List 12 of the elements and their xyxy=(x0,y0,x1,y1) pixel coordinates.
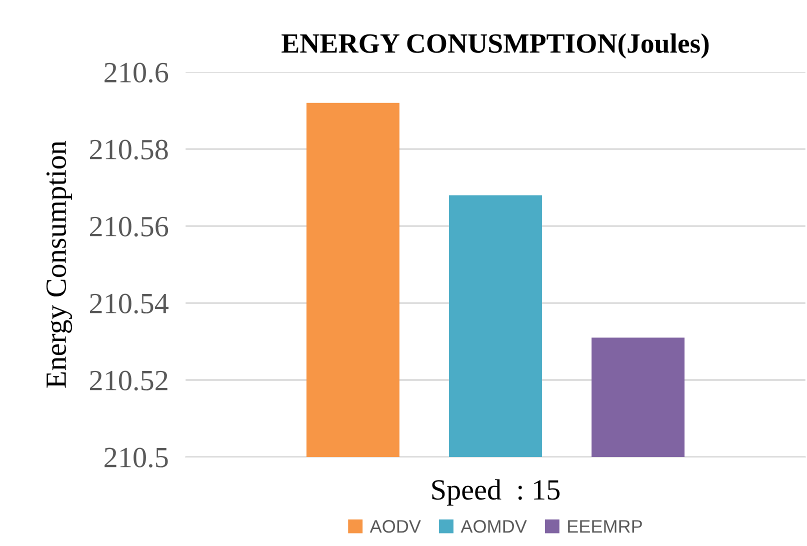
legend-label: AODV xyxy=(370,520,421,533)
y-tick-label: 210.6 xyxy=(104,62,168,83)
y-tick-label: 210.56 xyxy=(90,216,168,237)
y-tick-label: 210.5 xyxy=(104,448,168,468)
y-tick-label: 210.54 xyxy=(90,294,168,314)
y-tick-label: 210.52 xyxy=(90,370,168,391)
x-axis-title: Speed : 15 xyxy=(432,479,560,506)
y-axis-title: Energy Consumption xyxy=(46,140,72,388)
chart-title: ENERGY CONUSMPTION(Joules) xyxy=(282,33,709,59)
y-tick-label: 210.58 xyxy=(90,140,168,160)
legend-label: AOMDV xyxy=(460,520,527,533)
legend-label: EEEMRP xyxy=(568,520,642,533)
